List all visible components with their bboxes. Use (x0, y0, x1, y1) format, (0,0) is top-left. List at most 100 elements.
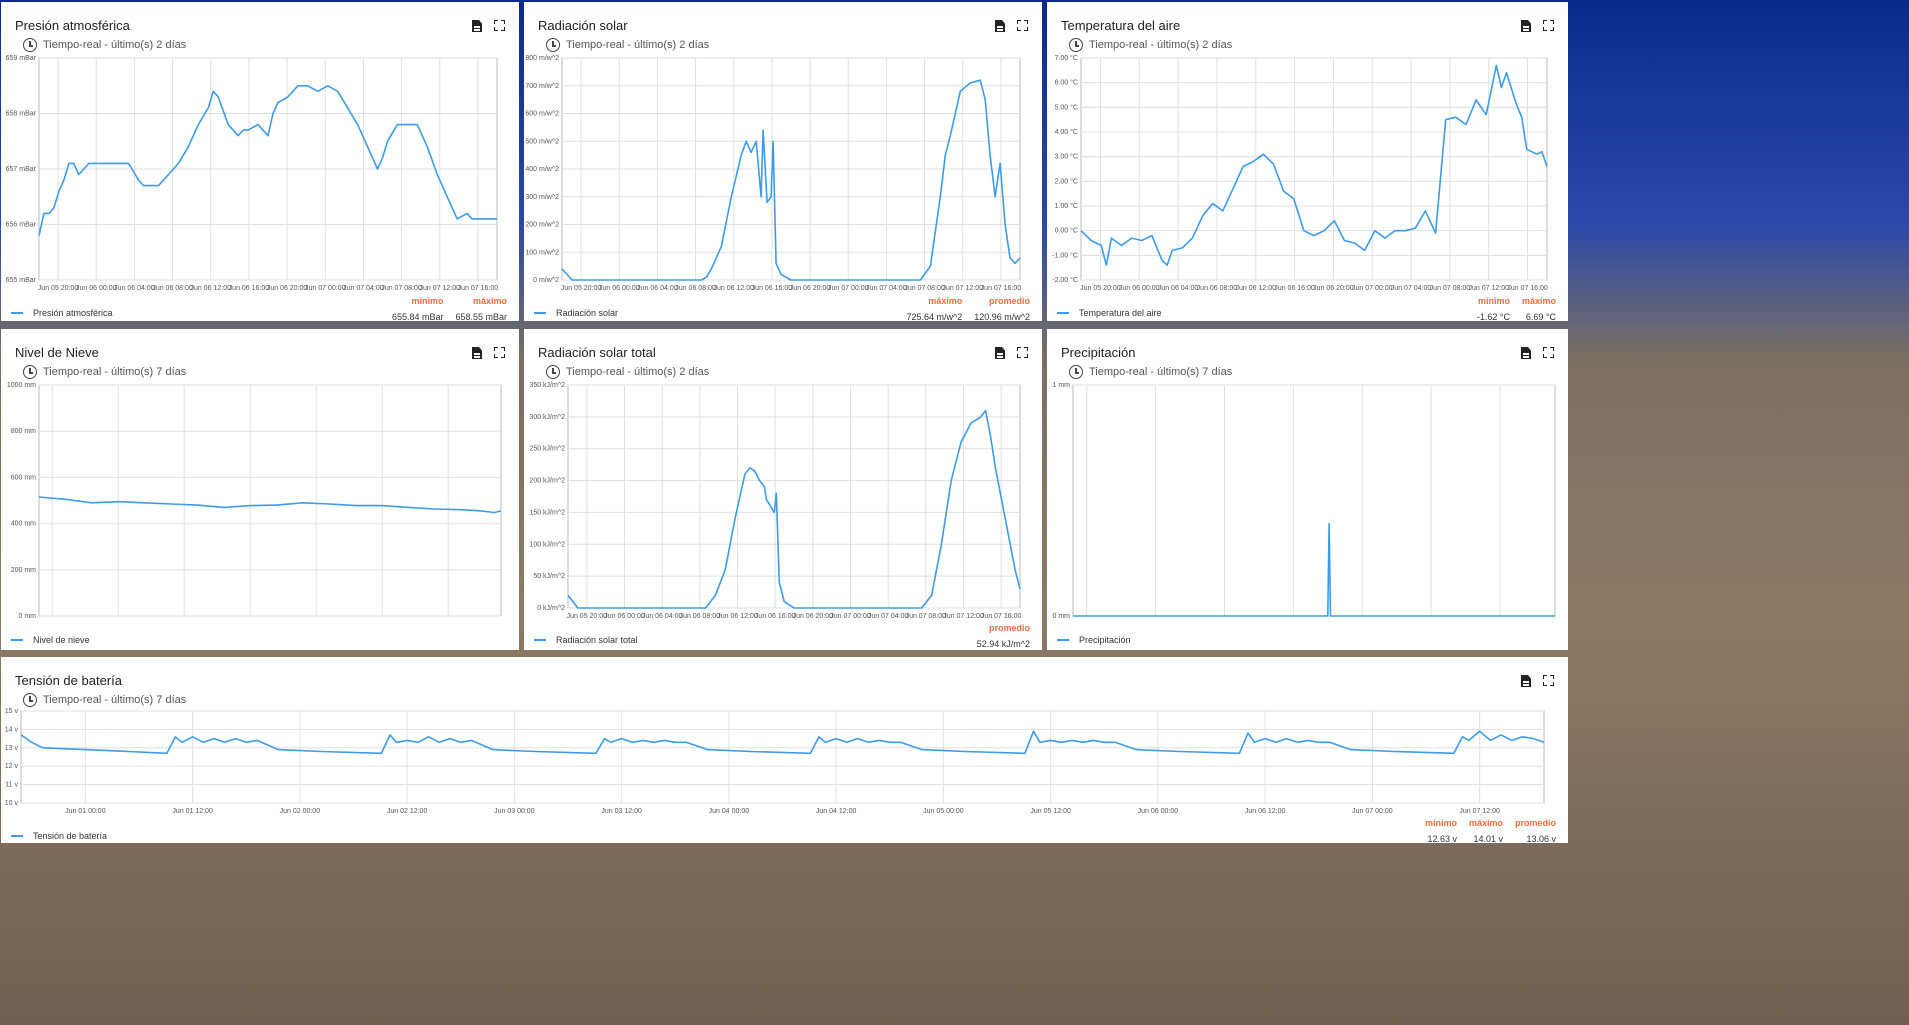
line-chart[interactable]: -2.00 °C -1.00 °C 0.00 °C 1.00 °C 2.00 °C 3.0… (1047, 2, 1568, 292)
x-tick-label: Jun 06 16:00 (752, 285, 793, 292)
chart-legend[interactable]: Presión atmosférica (11, 308, 113, 318)
y-tick-label: 12 v (5, 763, 19, 770)
widget-timewindow-label[interactable]: Tiempo-real - último(s) 2 días (566, 366, 710, 378)
chart-legend[interactable]: Tensión de batería (11, 831, 107, 841)
x-tick-label: Jun 06 00:00 (604, 613, 645, 619)
y-tick-label: 1 mm (1053, 382, 1071, 389)
chart-legend[interactable]: Temperatura del aire (1057, 308, 1162, 318)
fullscreen-icon[interactable] (1017, 20, 1028, 31)
x-tick-label: Jun 07 08:00 (381, 285, 422, 292)
fullscreen-icon[interactable] (494, 347, 505, 358)
x-tick-label: Jun 06 16:00 (229, 285, 270, 292)
widget-timewindow-label[interactable]: Tiempo-real - último(s) 2 días (1089, 39, 1233, 51)
chart-legend[interactable]: Radiación solar (534, 308, 618, 318)
series-line (567, 409, 1021, 609)
widget-title: Radiación solar (538, 18, 628, 33)
x-tick-label: Jun 07 00:00 (830, 613, 871, 619)
widget-title: Nivel de Nieve (15, 345, 99, 360)
fullscreen-icon[interactable] (1543, 675, 1554, 686)
x-tick-label: Jun 07 08:00 (1430, 285, 1471, 292)
y-tick-label: 656 mBar (6, 222, 37, 229)
widget-timewindow-label[interactable]: Tiempo-real - último(s) 2 días (43, 39, 187, 51)
line-chart[interactable]: 0 m/w^2 100 m/w^2 200 m/w^2 300 m/w^2 400 m/… (524, 2, 1042, 292)
line-chart[interactable]: 0 kJ/m^2 50 kJ/m^2 100 kJ/m^2 150 kJ/m^2 200… (524, 329, 1042, 619)
series-line (1080, 64, 1548, 267)
legend-label: Radiación solar total (556, 635, 638, 645)
legend-swatch (534, 639, 546, 641)
line-chart[interactable]: 655 mBar 656 mBar 657 mBar 658 mBar 659 mBar… (1, 2, 519, 292)
stat-label: promedio (988, 296, 1030, 306)
clock-icon (546, 38, 560, 52)
legend-label: Tensión de batería (33, 831, 108, 841)
legend-swatch (11, 639, 23, 641)
y-tick-label: 7.00 °C (1055, 54, 1078, 62)
widget-subtitle: Tiempo-real - último(s) 2 días (546, 365, 709, 379)
widget-timewindow-label[interactable]: Tiempo-real - último(s) 2 días (566, 39, 710, 51)
widget-timewindow-label[interactable]: Tiempo-real - último(s) 7 días (43, 366, 187, 378)
y-tick-label: 4.00 °C (1055, 128, 1078, 136)
plot-frame (1080, 57, 1548, 281)
clock-icon (1069, 38, 1083, 52)
legend-stats: promedio 52.94 kJ/m^2 (965, 623, 1030, 649)
widget-toolbar (472, 347, 505, 359)
x-tick-label: Jun 04 12:00 (816, 808, 857, 814)
file-download-icon[interactable] (472, 347, 482, 359)
file-download-icon[interactable] (1521, 675, 1531, 687)
stat-label: mínimo (1477, 296, 1510, 306)
fullscreen-icon[interactable] (1017, 347, 1028, 358)
legend-swatch (1057, 312, 1069, 314)
fullscreen-icon[interactable] (494, 20, 505, 31)
file-download-icon[interactable] (1521, 20, 1531, 32)
y-tick-label: 150 kJ/m^2 (529, 509, 565, 516)
series-line (38, 496, 502, 514)
fullscreen-icon[interactable] (1543, 20, 1554, 31)
stat-label: máximo (1521, 296, 1556, 306)
line-chart[interactable]: 0 mm1 mmJun 01Jun 02Jun 03Jun 04Jun 05Ju… (1047, 329, 1568, 619)
y-tick-label: 1000 mm (7, 382, 36, 389)
x-tick-label: Jun 06 20:00 (793, 613, 834, 619)
x-tick-label: Jun 07 16:00 (458, 285, 499, 292)
y-tick-label: 15 v (5, 708, 19, 715)
chart-legend[interactable]: Precipitación (1057, 635, 1131, 645)
chart-legend[interactable]: Radiación solar total (534, 635, 638, 645)
x-tick-label: Jun 06 08:00 (1197, 285, 1238, 292)
file-download-icon[interactable] (995, 20, 1005, 32)
x-tick-label: Jun 07 04:00 (868, 613, 909, 619)
file-download-icon[interactable] (995, 347, 1005, 359)
chart-legend[interactable]: Nivel de nieve (11, 635, 90, 645)
widget-timewindow-label[interactable]: Tiempo-real - último(s) 7 días (43, 694, 187, 706)
fullscreen-icon[interactable] (1543, 347, 1554, 358)
y-tick-label: 14 v (5, 726, 19, 733)
widget-toolbar (1521, 347, 1554, 359)
stat-label: mínimo (411, 296, 444, 306)
x-tick-label: Jun 07 00:00 (1352, 285, 1393, 292)
x-tick-label: Jun 05 20:00 (38, 285, 79, 292)
x-tick-label: Jun 05 20:00 (561, 285, 602, 292)
widget-title: Temperatura del aire (1061, 18, 1181, 33)
stat-value: 12.63 v (1427, 834, 1457, 843)
widget-temperatura-aire: Temperatura del aire Tiempo-real - último… (1047, 2, 1568, 321)
widget-subtitle: Tiempo-real - último(s) 2 días (546, 38, 709, 52)
y-tick-label: -1.00 °C (1052, 251, 1078, 259)
file-download-icon[interactable] (1521, 347, 1531, 359)
stat-label: mínimo (1424, 818, 1457, 828)
clock-icon (23, 365, 37, 379)
widget-timewindow-label[interactable]: Tiempo-real - último(s) 7 días (1089, 366, 1233, 378)
x-tick-label: Jun 06 00:00 (1119, 285, 1160, 292)
legend-label: Presión atmosférica (33, 308, 113, 318)
x-tick-label: Jun 02 12:00 (387, 808, 428, 814)
y-tick-label: 657 mBar (6, 166, 37, 173)
legend-swatch (11, 835, 23, 837)
file-download-icon[interactable] (472, 20, 482, 32)
plot-frame (38, 384, 502, 617)
stat-label: máximo (928, 296, 963, 306)
x-tick-label: Jun 07 00:00 (828, 285, 869, 292)
y-tick-label: 0.00 °C (1055, 227, 1078, 235)
clock-icon (1069, 365, 1083, 379)
x-tick-label: Jun 06 16:00 (1274, 285, 1315, 292)
line-chart[interactable]: 10 v 11 v 12 v 13 v 14 v 15 v Jun 01 00:00 Jun … (1, 657, 1568, 814)
x-tick-label: Jun 03 00:00 (494, 808, 535, 814)
y-tick-label: 50 kJ/m^2 (533, 573, 565, 580)
x-tick-label: Jun 07 12:00 (1469, 285, 1510, 292)
